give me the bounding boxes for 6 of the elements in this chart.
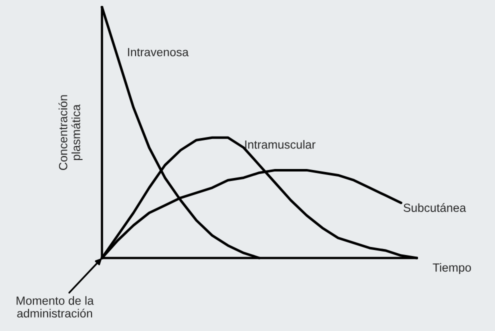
series-label: Intramuscular	[245, 140, 316, 149]
series-label: Subcutánea	[404, 203, 466, 212]
series-label: Intravenosa	[128, 48, 189, 56]
x-axis-title: Tiempo	[432, 263, 471, 274]
text: Momento de la administración	[16, 296, 94, 318]
y-axis-title: Concentración plasmática	[58, 95, 83, 170]
